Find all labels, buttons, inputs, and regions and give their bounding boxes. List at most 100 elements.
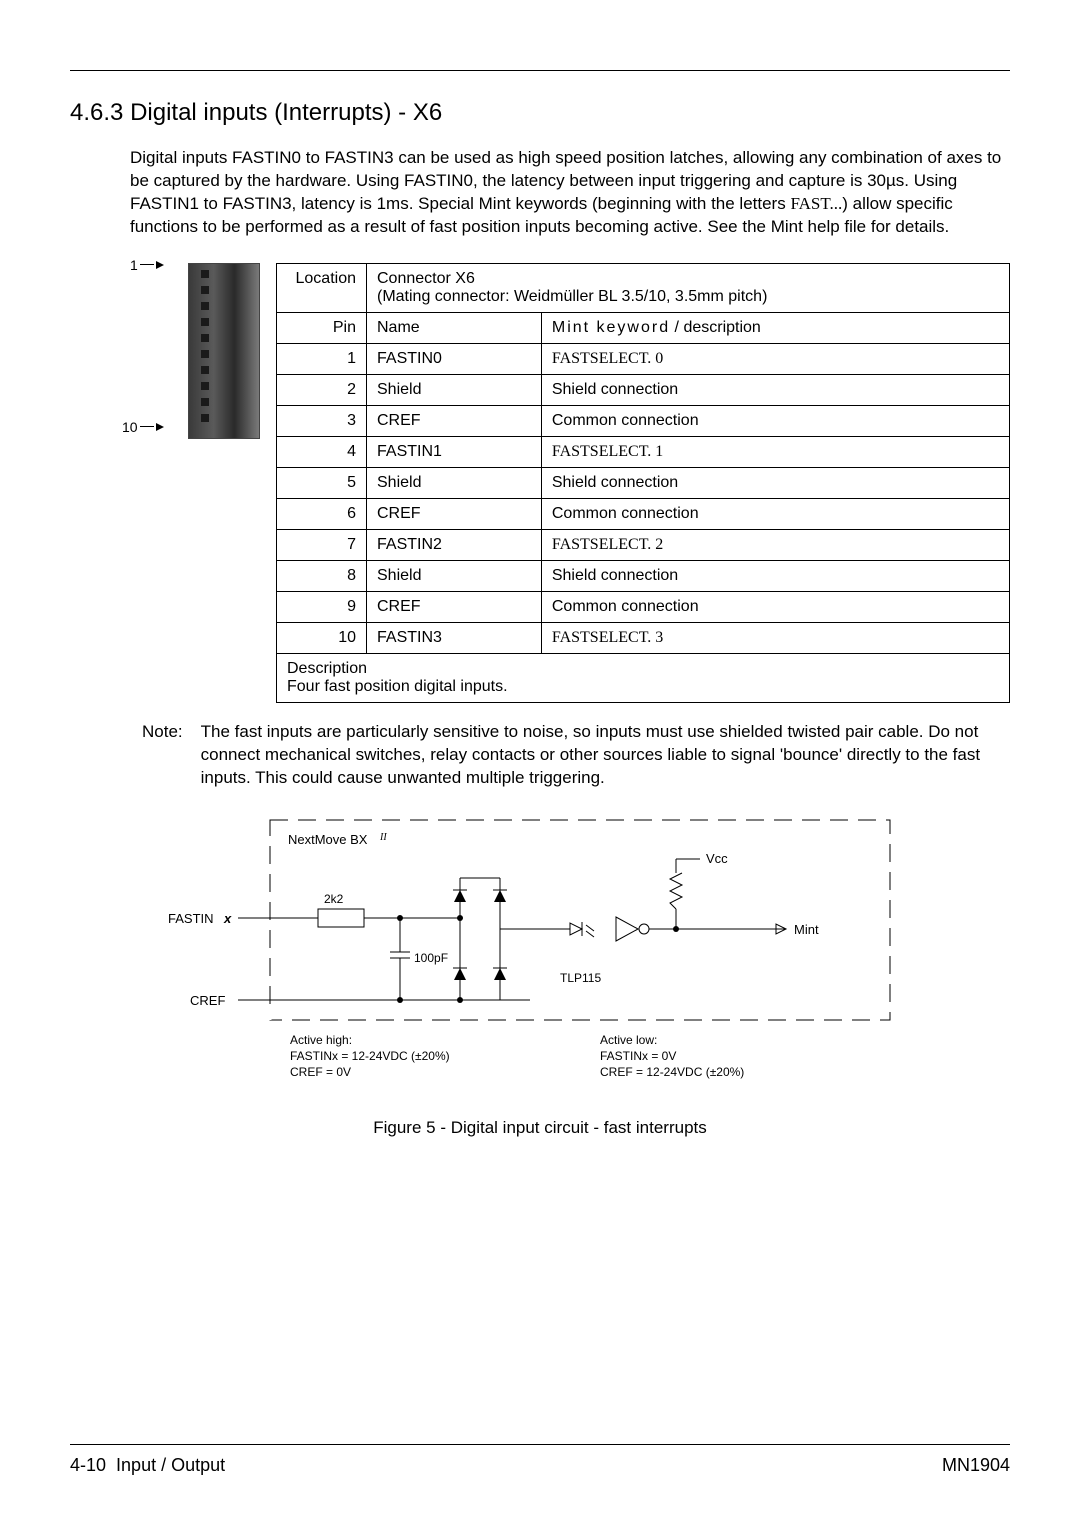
pin-label-top: 1 <box>130 257 164 273</box>
section-number: 4.6.3 <box>70 99 123 126</box>
pin-10-text: 10 <box>122 419 138 435</box>
note-block: Note: The fast inputs are particularly s… <box>142 721 1010 790</box>
table-row: 4FASTIN1FASTSELECT. 1 <box>277 436 1010 467</box>
table-row: 3CREFCommon connection <box>277 405 1010 436</box>
location-label: Location <box>277 263 367 312</box>
col-pin: Pin <box>277 312 367 343</box>
connector-pin <box>201 366 209 374</box>
table-row: 7FASTIN2FASTSELECT. 2 <box>277 529 1010 560</box>
table-row: 6CREFCommon connection <box>277 498 1010 529</box>
arrow-stem-icon <box>140 426 154 427</box>
svg-text:II: II <box>379 832 387 843</box>
top-rule <box>70 70 1010 71</box>
pin-label-bottom: 10 <box>122 419 164 435</box>
cell-desc: FASTSELECT. 3 <box>541 622 1009 653</box>
connector-pin <box>201 286 209 294</box>
svg-text:2k2: 2k2 <box>324 892 344 906</box>
desc-label: Description <box>287 660 367 677</box>
connector-pin <box>201 334 209 342</box>
figure-caption: Figure 5 - Digital input circuit - fast … <box>70 1118 1010 1138</box>
cell-pin: 4 <box>277 436 367 467</box>
svg-text:CREF = 12-24VDC (±20%): CREF = 12-24VDC (±20%) <box>600 1065 744 1079</box>
connector-pin <box>201 318 209 326</box>
cell-name: FASTIN1 <box>367 436 542 467</box>
cell-desc: FASTSELECT. 2 <box>541 529 1009 560</box>
table-row: 1FASTIN0FASTSELECT. 0 <box>277 343 1010 374</box>
arrow-right-icon <box>156 423 164 431</box>
table-row-location: Location Connector X6 (Mating connector:… <box>277 263 1010 312</box>
connector-cell: Connector X6 (Mating connector: Weidmüll… <box>367 263 1010 312</box>
connector-pin <box>201 270 209 278</box>
table-row: 10FASTIN3FASTSELECT. 3 <box>277 622 1010 653</box>
footer-rule <box>70 1444 1010 1445</box>
cell-name: CREF <box>367 498 542 529</box>
svg-text:Active high:: Active high: <box>290 1033 352 1047</box>
pin-table: Location Connector X6 (Mating connector:… <box>276 263 1010 703</box>
cell-desc: FASTSELECT. 1 <box>541 436 1009 467</box>
table-row-description: Description Four fast position digital i… <box>277 653 1010 702</box>
cell-desc: Shield connection <box>541 467 1009 498</box>
cell-name: FASTIN0 <box>367 343 542 374</box>
connector-image: 1 10 <box>130 263 260 703</box>
cell-desc: FASTSELECT. 0 <box>541 343 1009 374</box>
cell-pin: 1 <box>277 343 367 374</box>
table-row: 9CREFCommon connection <box>277 591 1010 622</box>
cell-name: CREF <box>367 591 542 622</box>
connector-body <box>188 263 260 439</box>
connector-pin <box>201 382 209 390</box>
footer-row: 4-10 Input / Output MN1904 <box>70 1455 1010 1476</box>
svg-text:CREF = 0V: CREF = 0V <box>290 1065 351 1079</box>
pin-1-text: 1 <box>130 257 138 273</box>
cell-pin: 5 <box>277 467 367 498</box>
arrow-right-icon <box>156 261 164 269</box>
cell-desc: Shield connection <box>541 374 1009 405</box>
connector-line-2: (Mating connector: Weidmüller BL 3.5/10,… <box>377 288 767 305</box>
table-row: 2ShieldShield connection <box>277 374 1010 405</box>
table-row: 5ShieldShield connection <box>277 467 1010 498</box>
section-title-text: Digital inputs (Interrupts) - X6 <box>130 99 442 126</box>
cell-pin: 2 <box>277 374 367 405</box>
svg-text:x: x <box>223 911 232 926</box>
svg-text:CREF: CREF <box>190 993 225 1008</box>
para-code: FAST... <box>790 194 842 213</box>
cell-name: FASTIN2 <box>367 529 542 560</box>
cell-pin: 9 <box>277 591 367 622</box>
connector-pin <box>201 350 209 358</box>
footer-section-name: Input / Output <box>116 1455 225 1475</box>
connector-pin <box>201 398 209 406</box>
cell-pin: 10 <box>277 622 367 653</box>
footer-left: 4-10 Input / Output <box>70 1455 225 1476</box>
cell-desc: Common connection <box>541 405 1009 436</box>
table-area: 1 10 Location Connector X6 (Mating conne… <box>130 263 1010 703</box>
note-label: Note: <box>142 721 183 790</box>
footer-page-num: 4-10 <box>70 1455 106 1475</box>
col-desc: Mint keyword / description <box>541 312 1009 343</box>
connector-pin <box>201 414 209 422</box>
col-name: Name <box>367 312 542 343</box>
cell-name: Shield <box>367 467 542 498</box>
svg-text:FASTINx = 0V: FASTINx = 0V <box>600 1049 676 1063</box>
cell-name: FASTIN3 <box>367 622 542 653</box>
cell-name: Shield <box>367 560 542 591</box>
svg-text:FASTIN: FASTIN <box>168 911 214 926</box>
note-text: The fast inputs are particularly sensiti… <box>201 721 1010 790</box>
description-cell: Description Four fast position digital i… <box>277 653 1010 702</box>
cell-pin: 7 <box>277 529 367 560</box>
circuit-diagram: NextMove BXIIFASTINxCREF2k2100pFTLP115Mi… <box>70 810 1010 1100</box>
cell-name: Shield <box>367 374 542 405</box>
cell-name: CREF <box>367 405 542 436</box>
desc-text: Four fast position digital inputs. <box>287 678 508 695</box>
table-row: 8ShieldShield connection <box>277 560 1010 591</box>
cell-pin: 6 <box>277 498 367 529</box>
svg-text:FASTINx = 12-24VDC (±20%): FASTINx = 12-24VDC (±20%) <box>290 1049 450 1063</box>
section-paragraph: Digital inputs FASTIN0 to FASTIN3 can be… <box>130 147 1010 239</box>
svg-text:NextMove BX: NextMove BX <box>288 832 368 847</box>
table-row-header: Pin Name Mint keyword / description <box>277 312 1010 343</box>
svg-text:Vcc: Vcc <box>706 851 728 866</box>
svg-text:Mint: Mint <box>794 922 819 937</box>
svg-text:100pF: 100pF <box>414 951 448 965</box>
connector-pin <box>201 302 209 310</box>
arrow-stem-icon <box>140 264 154 265</box>
cell-desc: Shield connection <box>541 560 1009 591</box>
circuit-svg: NextMove BXIIFASTINxCREF2k2100pFTLP115Mi… <box>160 810 920 1100</box>
